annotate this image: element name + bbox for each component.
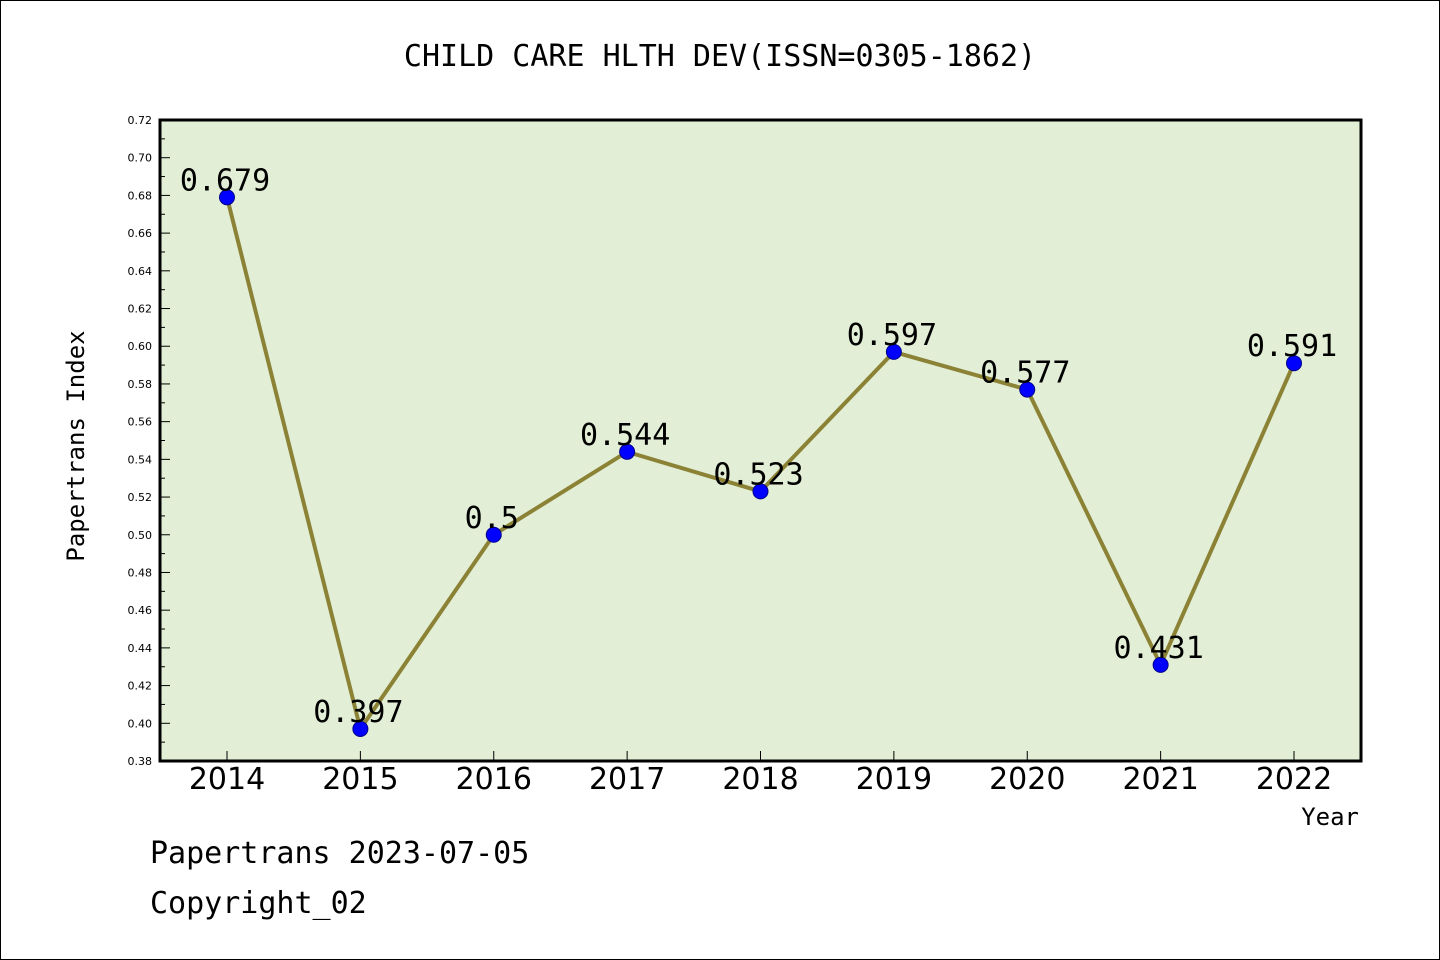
data-label: 0.523: [713, 457, 803, 492]
y-tick-label: 0.64: [128, 265, 153, 278]
y-tick-label: 0.38: [128, 755, 153, 768]
y-tick-label: 0.70: [128, 152, 153, 165]
x-tick-label: 2020: [989, 762, 1065, 797]
y-tick-label: 0.62: [128, 303, 153, 316]
y-tick-label: 0.46: [128, 604, 153, 617]
x-tick-label: 2016: [456, 762, 532, 797]
y-tick-label: 0.54: [128, 453, 153, 466]
data-point: [1286, 355, 1302, 372]
data-label: 0.544: [580, 418, 670, 453]
y-axis: 0.38 0.40 0.42 0.44 0.46 0.48 0.50 0.52 0.54 0.56…: [128, 114, 170, 768]
data-label: 0.5: [465, 501, 519, 536]
y-tick-label: 0.42: [128, 680, 153, 693]
data-label: 0.431: [1113, 631, 1203, 666]
y-tick-label: 0.58: [128, 378, 153, 391]
data-point: [219, 189, 235, 206]
data-point: [885, 343, 902, 360]
data-point: [352, 720, 369, 737]
y-tick-label: 0.40: [128, 717, 153, 730]
plot-border: [158, 118, 1363, 763]
x-tick-label: 2018: [722, 762, 798, 797]
x-tick-label: 2022: [1256, 762, 1332, 797]
x-tick-label: 2017: [589, 762, 665, 797]
data-point: [1152, 656, 1169, 673]
data-label: 0.591: [1247, 329, 1337, 364]
data-point: [619, 443, 636, 460]
data-point: [485, 526, 502, 543]
y-tick-label: 0.44: [128, 642, 153, 655]
x-tick-label: 2014: [189, 762, 265, 797]
x-axis: 2014 2015 2016 2017 2018 2019 2020 2021 2022: [189, 751, 1332, 797]
chart-title: CHILD CARE HLTH DEV(ISSN=0305-1862): [404, 39, 1036, 74]
x-tick-label: 2021: [1122, 762, 1198, 797]
y-tick-label: 0.52: [128, 491, 153, 504]
data-point: [752, 483, 769, 500]
data-labels: 0.679 0.397 0.5 0.544 0.523 0.597 0.577 0.431 0.…: [180, 163, 1337, 730]
x-tick-label: 2019: [856, 762, 932, 797]
y-axis-label: Papertrans Index: [62, 330, 90, 561]
y-tick-label: 0.48: [128, 566, 153, 579]
y-tick-label: 0.66: [128, 227, 153, 240]
y-tick-label: 0.68: [128, 189, 153, 202]
y-tick-label: 0.72: [128, 114, 153, 127]
y-tick-label: 0.60: [128, 340, 153, 353]
data-label: 0.577: [980, 356, 1070, 391]
plot-area: [160, 120, 1361, 761]
data-label: 0.397: [313, 695, 403, 730]
footer-copyright: Copyright_02: [150, 886, 367, 921]
x-axis-label: Year: [1301, 803, 1359, 831]
footer-date: Papertrans 2023-07-05: [150, 836, 530, 871]
data-label: 0.679: [180, 163, 270, 198]
y-tick-label: 0.50: [128, 529, 153, 542]
data-label: 0.597: [847, 318, 937, 353]
data-point: [1019, 381, 1036, 398]
y-tick-label: 0.56: [128, 416, 153, 429]
x-tick-label: 2015: [322, 762, 398, 797]
series-line-group: [219, 189, 1302, 737]
